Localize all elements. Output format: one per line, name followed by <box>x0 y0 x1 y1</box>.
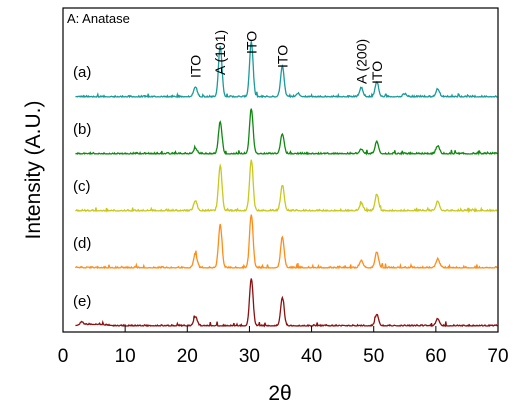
peak-annotation: A (200) <box>353 39 369 84</box>
peak-annotation: ITO <box>369 61 385 84</box>
x-tick-label: 60 <box>425 346 446 367</box>
x-tick-label: 20 <box>177 346 198 367</box>
y-axis-title: Intensity (A.U.) <box>22 101 45 240</box>
peak-annotation: ITO <box>243 31 259 54</box>
x-tick-label: 10 <box>115 346 136 367</box>
x-tick-label: 30 <box>239 346 260 367</box>
legend-note: A: Anatase <box>67 11 130 26</box>
series-line <box>75 41 498 99</box>
series-line <box>75 159 498 214</box>
peak-annotation: A (101) <box>212 30 228 75</box>
series-group: (a) (b) (c) (d) (e) <box>73 41 498 328</box>
x-tick-label: 0 <box>58 346 69 367</box>
x-axis-ticks: 0 10 20 30 40 50 60 70 <box>58 326 509 367</box>
series-label: (a) <box>73 64 91 81</box>
plot-frame <box>62 7 499 333</box>
x-axis-title: 2θ <box>268 382 291 405</box>
series-line <box>75 278 498 328</box>
x-tick-label: 50 <box>363 346 384 367</box>
x-tick-label: 70 <box>487 346 508 367</box>
series-label: (b) <box>73 121 91 138</box>
series-label: (d) <box>73 235 91 252</box>
series-label: (e) <box>73 293 91 310</box>
x-tick-label: 40 <box>301 346 322 367</box>
peak-annotation: ITO <box>187 55 203 78</box>
series-label: (c) <box>73 178 91 195</box>
series-line <box>75 108 498 156</box>
peak-annotation: ITO <box>274 45 290 68</box>
series-line <box>74 214 498 270</box>
